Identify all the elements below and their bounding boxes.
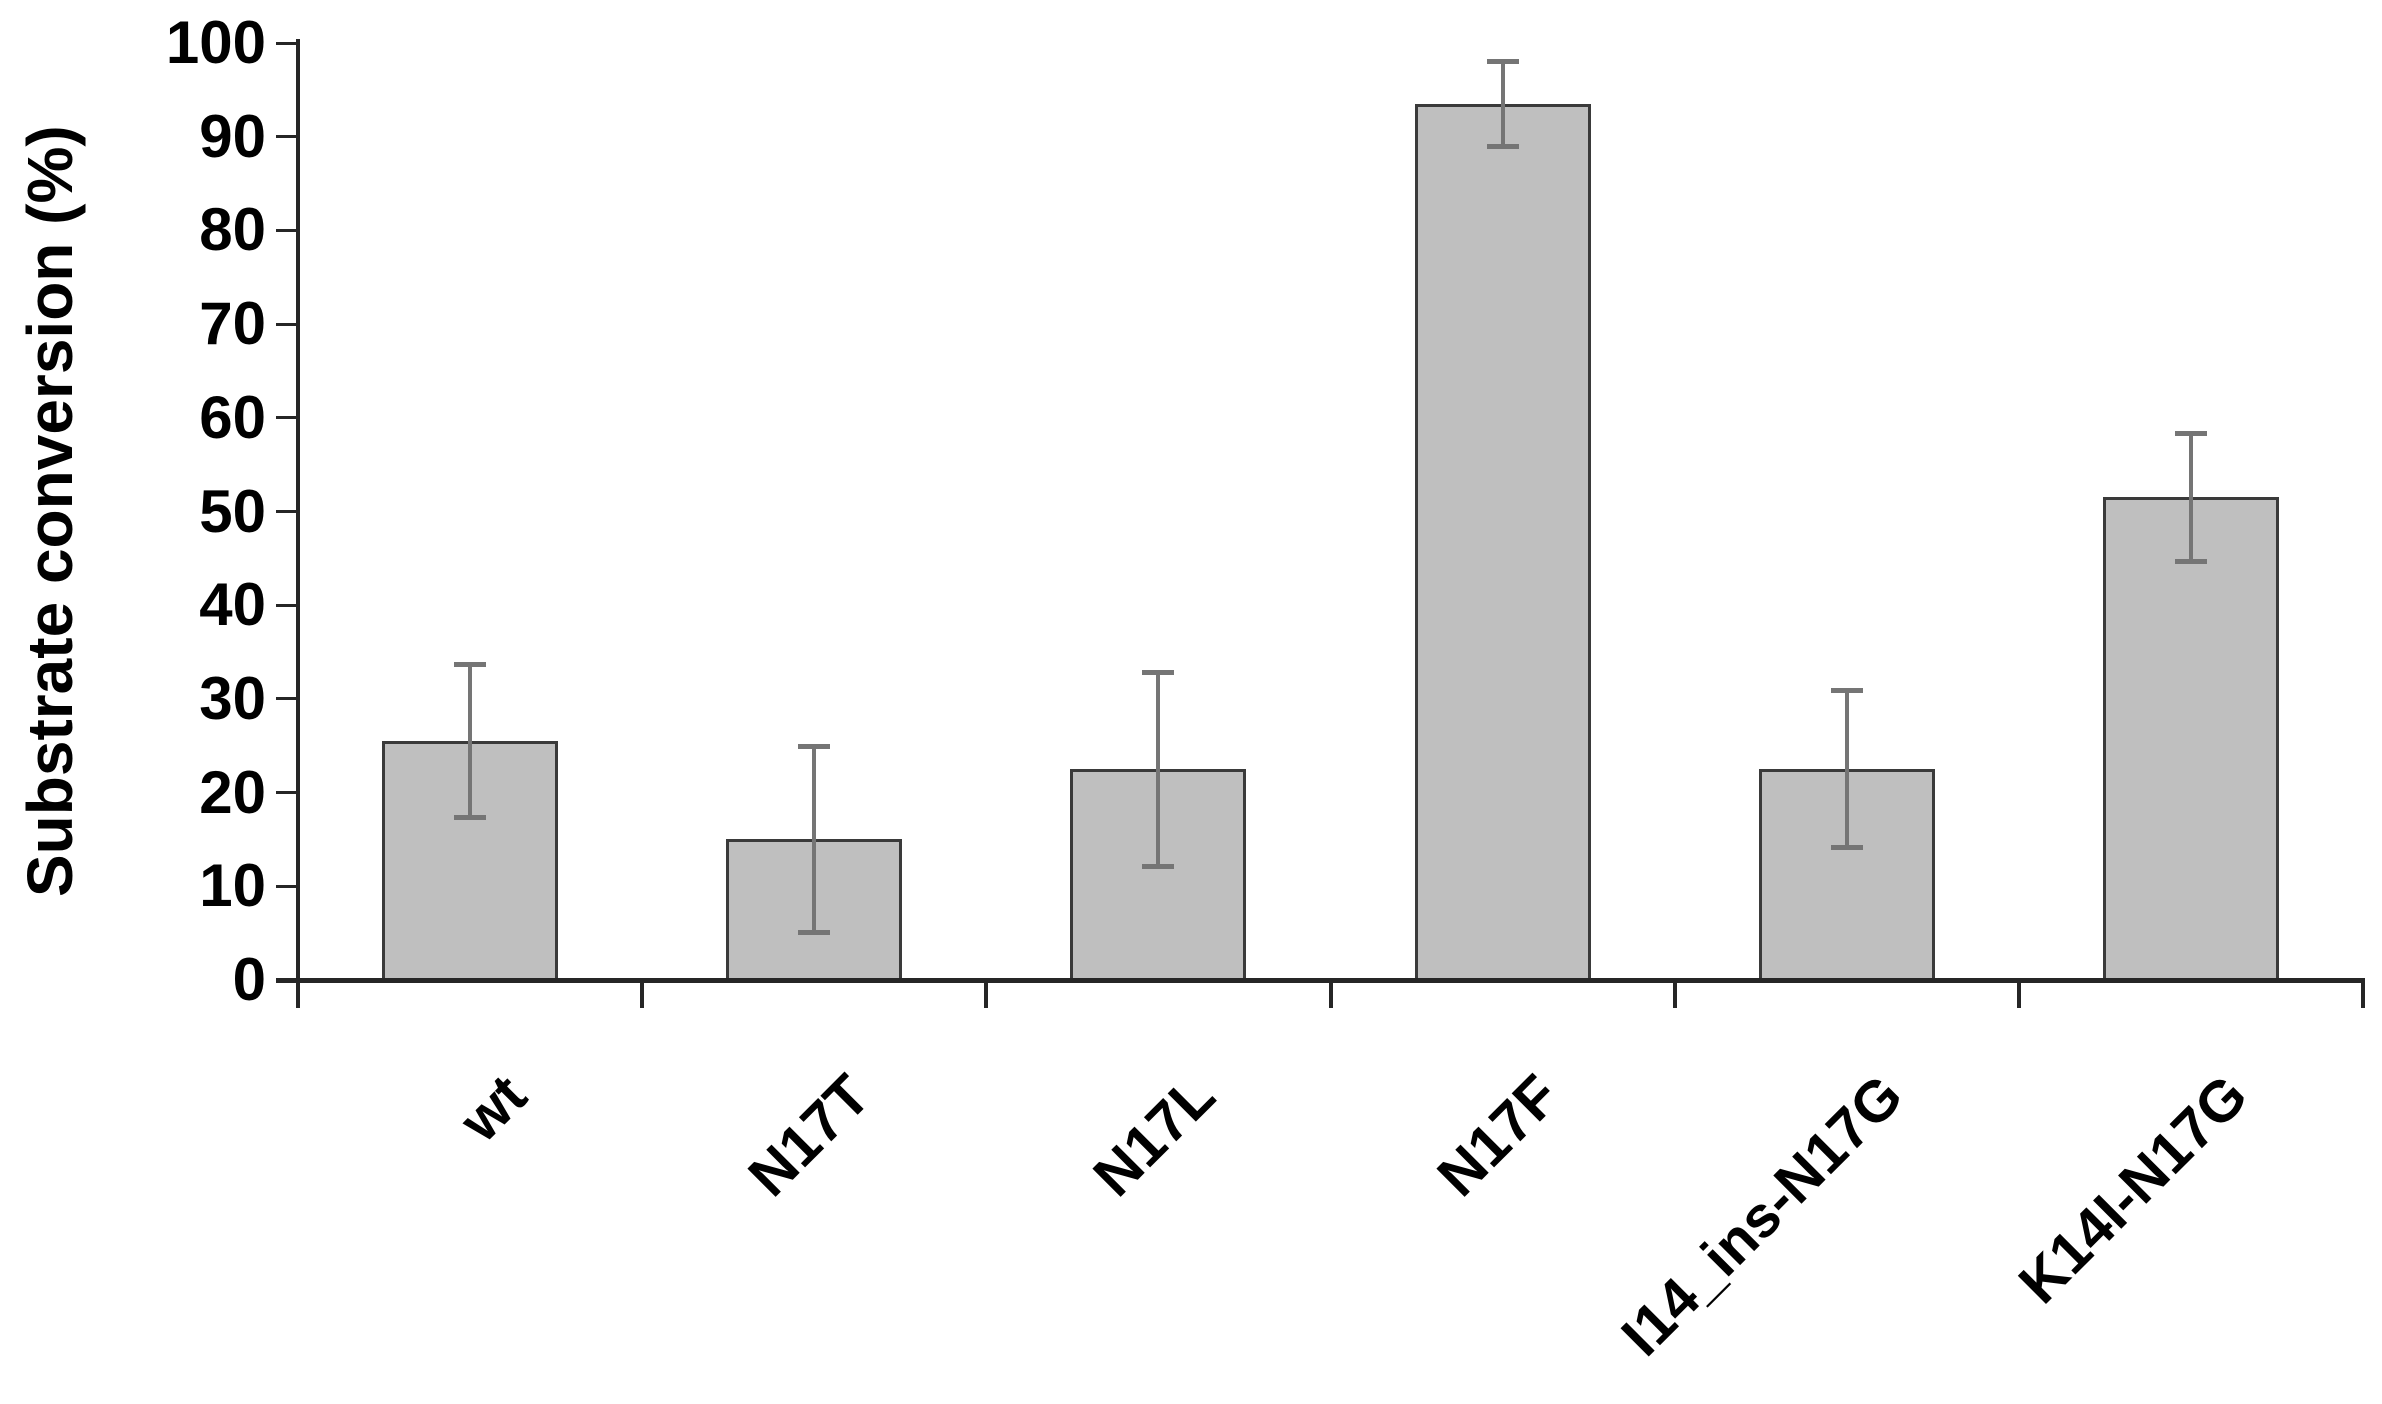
y-tick-label: 0: [232, 946, 266, 1013]
y-tick-label: 20: [199, 758, 266, 826]
x-axis-line: [276, 978, 2365, 983]
error-bar-cap-bottom: [1486, 144, 1519, 149]
error-bar-cap-top: [1486, 58, 1519, 64]
bar: [1414, 103, 1591, 982]
error-bar-cap-top: [1830, 688, 1863, 694]
x-category-label: N17F: [1424, 1062, 1572, 1209]
y-tick: [276, 978, 298, 982]
error-bar-line: [1844, 690, 1849, 848]
error-bar-line: [468, 664, 473, 818]
bar: [2102, 497, 2279, 982]
y-tick: [276, 884, 298, 888]
error-bar-cap-top: [454, 662, 487, 668]
error-bar-cap-bottom: [2174, 559, 2207, 565]
y-tick-label: 40: [199, 571, 266, 639]
x-category-label: K14I-N17G: [2006, 1062, 2260, 1316]
y-axis-line: [296, 39, 300, 1008]
x-tick: [2361, 980, 2365, 1008]
x-tick: [296, 980, 300, 1008]
y-tick-label: 90: [199, 102, 266, 170]
y-tick: [276, 228, 298, 232]
error-bar-cap-top: [1142, 669, 1175, 675]
y-tick: [276, 416, 298, 420]
y-tick-label: 80: [199, 196, 266, 264]
y-tick-label: 30: [199, 664, 266, 732]
x-tick: [1672, 980, 1677, 1008]
y-tick-label: 60: [199, 383, 266, 451]
x-tick: [1328, 980, 1333, 1008]
x-tick: [984, 980, 989, 1008]
x-category-label: I14_ins-N17G: [1609, 1062, 1916, 1369]
bar: [1758, 769, 1935, 982]
error-bar-cap-bottom: [798, 930, 831, 936]
x-category-label: wt: [447, 1062, 539, 1155]
error-bar-cap-top: [798, 743, 831, 749]
y-tick: [276, 697, 298, 701]
x-tick: [640, 980, 645, 1008]
y-tick-label: 70: [199, 290, 266, 358]
error-bar-cap-bottom: [454, 814, 487, 820]
error-bar-cap-bottom: [1142, 863, 1175, 869]
x-tick: [2016, 980, 2021, 1008]
x-category-label: N17T: [736, 1062, 883, 1209]
x-category-label: N17L: [1080, 1062, 1227, 1209]
error-bar-line: [812, 745, 817, 934]
y-tick: [276, 41, 298, 45]
y-tick-label: 50: [199, 477, 266, 545]
error-bar-cap-top: [2174, 430, 2207, 436]
error-bar-line: [2188, 432, 2193, 563]
y-tick-label: 10: [199, 852, 266, 920]
y-tick: [276, 603, 298, 607]
y-tick: [276, 510, 298, 513]
y-tick-label: 100: [165, 9, 266, 76]
y-tick: [276, 322, 298, 326]
y-tick: [276, 791, 298, 795]
error-bar-line: [1156, 671, 1161, 867]
error-bar-cap-bottom: [1830, 844, 1863, 850]
y-tick: [276, 135, 298, 139]
error-bar-line: [1500, 60, 1505, 147]
